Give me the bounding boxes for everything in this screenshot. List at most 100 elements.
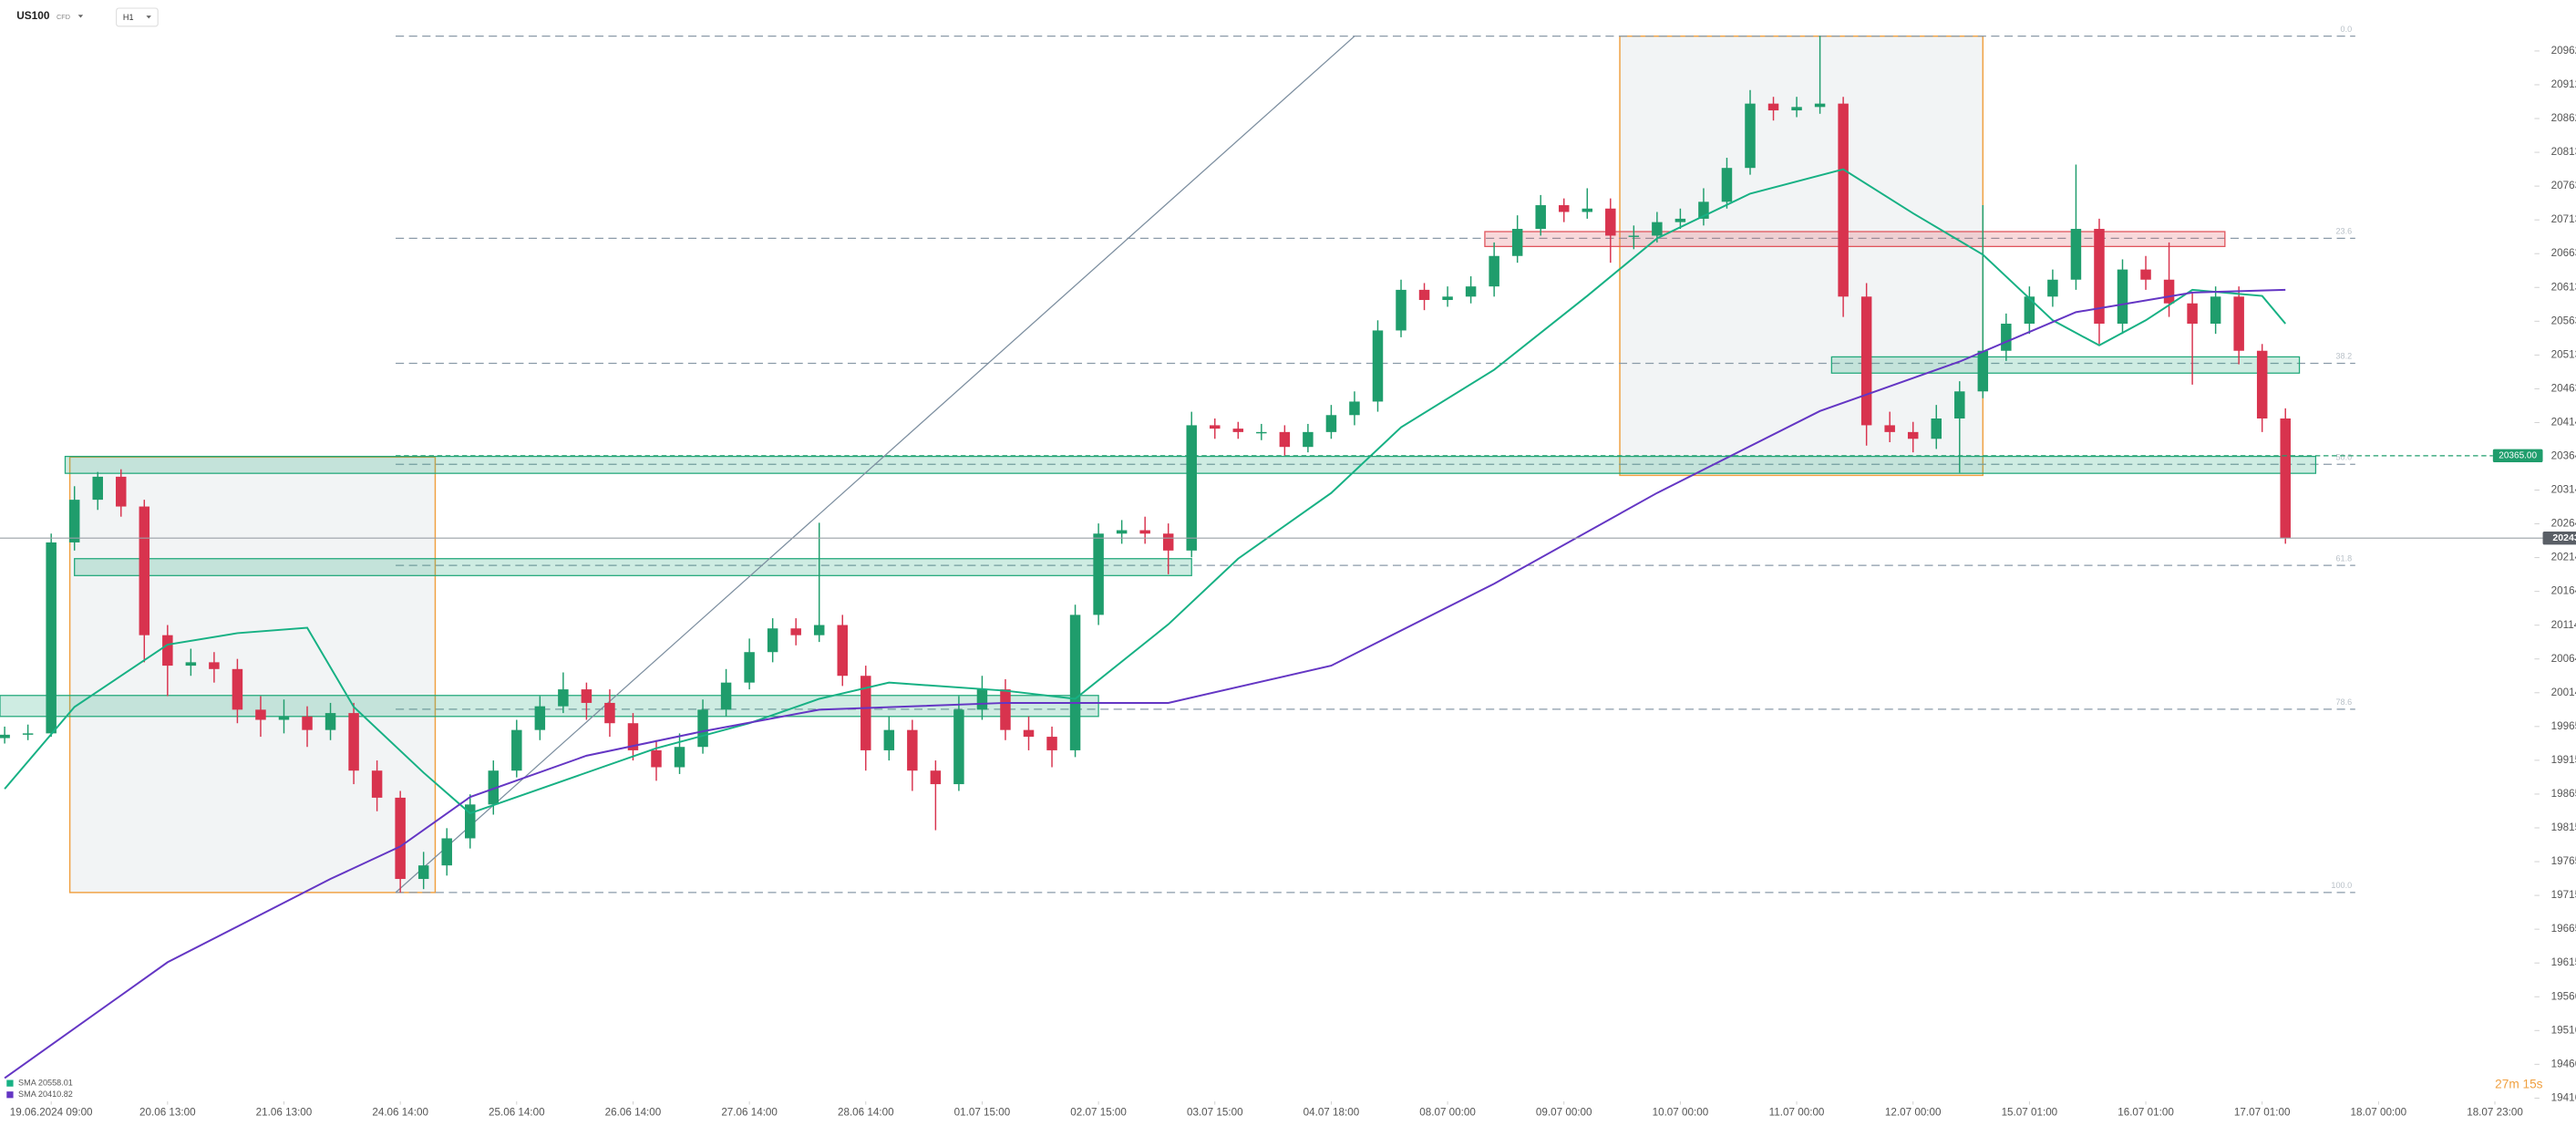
x-tick-label: 18.07 23:00 (2467, 1107, 2523, 1119)
candle-body (581, 689, 592, 703)
candle-body (1535, 205, 1546, 230)
candle-body (488, 770, 500, 805)
legend-swatch (6, 1080, 14, 1087)
x-tick-label: 03.07 15:00 (1187, 1107, 1243, 1119)
fib-level-label: 100.0 (2331, 881, 2352, 890)
candle-body (302, 716, 313, 730)
y-tick-label: 20563.67 (2551, 315, 2576, 326)
range-box (1619, 35, 1984, 477)
candle-body (0, 734, 10, 739)
y-tick-label: 19516.19 (2551, 1024, 2576, 1036)
candle-body (2210, 296, 2221, 325)
candle-body (255, 709, 266, 720)
candle-body (1396, 289, 1406, 331)
y-tick-label: 19965.11 (2551, 720, 2576, 732)
candle-body (1442, 296, 1453, 301)
symbol-dropdown-arrow[interactable] (77, 15, 84, 18)
x-tick-label: 12.07 00:00 (1885, 1107, 1942, 1119)
candle-body (1652, 222, 1663, 236)
candle-body (2256, 350, 2268, 418)
candle-body (1954, 391, 1965, 418)
fib-level-label: 50.0 (2335, 452, 2352, 461)
x-tick-label: 09.07 00:00 (1536, 1107, 1592, 1119)
last-price-tag (2542, 532, 2576, 545)
candle-body (883, 729, 895, 750)
price-tag (2492, 449, 2543, 463)
toolbar: US100 CFD H1 (16, 7, 159, 27)
y-tick-label: 19865.35 (2551, 788, 2576, 800)
x-tick-label: 25.06 14:00 (489, 1107, 545, 1119)
symbol[interactable]: US100 (16, 10, 50, 22)
y-tick-label: 20663.43 (2551, 247, 2576, 259)
candle-body (767, 628, 778, 653)
candle-body (1303, 431, 1314, 448)
y-tick-label: 20164.63 (2551, 585, 2576, 597)
candle-body (185, 662, 197, 666)
x-tick-label: 27.06 14:00 (721, 1107, 778, 1119)
x-tick-label: 18.07 00:00 (2351, 1107, 2407, 1119)
candle-body (1349, 401, 1360, 416)
candle-body (1256, 431, 1267, 434)
x-tick-label: 08.07 00:00 (1419, 1107, 1476, 1119)
candle-body (1582, 208, 1593, 212)
x-tick-label: 04.07 18:00 (1303, 1107, 1360, 1119)
x-tick-label: 15.07 01:00 (2002, 1107, 2058, 1119)
timeframe[interactable]: H1 (123, 13, 134, 22)
candle-body (1372, 330, 1384, 402)
sma-line (4, 168, 2286, 815)
candle-body (860, 676, 871, 750)
candle-body (930, 770, 942, 785)
y-tick-label: 20463.91 (2551, 382, 2576, 394)
y-tick-label: 19466.31 (2551, 1058, 2576, 1069)
timeframe-dropdown-arrow[interactable] (146, 15, 151, 19)
candle-body (813, 625, 825, 635)
y-tick-label: 19416.43 (2551, 1091, 2576, 1103)
legend-value: 20558.01 (38, 1079, 73, 1088)
y-tick-label: 20014.99 (2551, 687, 2576, 698)
y-tick-label: 19765.59 (2551, 855, 2576, 867)
x-tick-label: 11.07 00:00 (1769, 1107, 1825, 1119)
candle-body (2140, 269, 2151, 280)
candle-body (92, 476, 103, 501)
candle-body (1418, 289, 1430, 301)
candle-body (441, 838, 452, 866)
candle-body (1093, 533, 1104, 615)
candle-body (744, 652, 755, 683)
timeframe-button[interactable] (116, 7, 159, 27)
x-tick-label: 02.07 15:00 (1070, 1107, 1127, 1119)
candle-body (837, 625, 848, 677)
candle-body (1210, 425, 1221, 429)
instrument-type: CFD (57, 13, 70, 21)
y-tick-label: 20513.79 (2551, 348, 2576, 360)
zone (0, 695, 1099, 718)
candle-body (534, 706, 546, 730)
legend-value: 20410.82 (38, 1090, 73, 1099)
candle-body (1907, 431, 1919, 439)
x-tick-label: 20.06 13:00 (139, 1107, 196, 1119)
candle-body (1046, 737, 1057, 750)
x-tick-label: 17.07 01:00 (2234, 1107, 2291, 1119)
sma-line (4, 288, 2286, 1080)
candle-body (697, 709, 708, 748)
candle-body (651, 749, 662, 768)
candle-body (1674, 218, 1686, 222)
candle-body (2117, 269, 2128, 325)
candle-body (1558, 205, 1570, 212)
candle-body (1162, 533, 1174, 551)
y-tick-label: 20114.75 (2551, 619, 2576, 631)
candle-body (1139, 530, 1150, 534)
y-tick-label: 19566.07 (2551, 990, 2576, 1002)
candle-body (1745, 103, 1756, 169)
candle-body (558, 689, 569, 707)
candle-body (976, 689, 988, 710)
candle-body (1116, 530, 1128, 534)
y-tick-label: 20813.07 (2551, 146, 2576, 158)
candle-body (1511, 229, 1523, 256)
candle-body (511, 729, 522, 771)
x-tick-label: 24.06 14:00 (372, 1107, 428, 1119)
candle-body (1069, 615, 1081, 750)
